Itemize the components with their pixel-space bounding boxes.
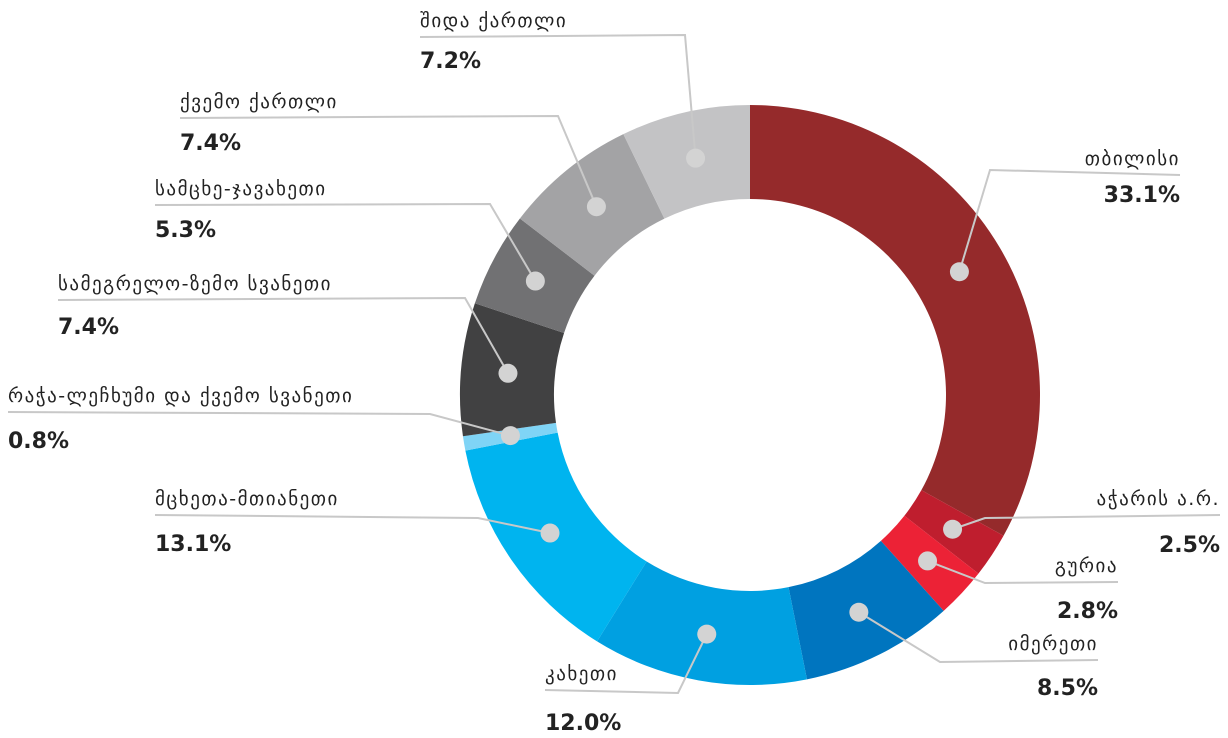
- slice-marker-2: [918, 551, 938, 571]
- slice-label-4: კახეთი: [545, 663, 618, 685]
- slice-label-9: ქვემო ქართლი: [180, 91, 338, 113]
- slice-value-10: 7.2%: [420, 49, 481, 74]
- slice-label-0: თბილისი: [1085, 148, 1180, 170]
- slices-layer: [460, 105, 1040, 685]
- slice-label-2: გურია: [1055, 555, 1118, 577]
- slice-marker-4: [697, 624, 717, 644]
- leader-line-6: [7, 411, 511, 437]
- slice-value-5: 13.1%: [155, 532, 231, 557]
- leader-line-2: [927, 559, 1119, 585]
- slice-value-2: 2.8%: [1057, 599, 1118, 624]
- slice-0: [750, 105, 1040, 536]
- slice-4: [597, 561, 807, 685]
- slice-marker-7: [498, 363, 518, 383]
- leader-line-9: [179, 114, 598, 208]
- leader-line-0: [958, 168, 1181, 273]
- leader-line-1: [952, 514, 1221, 531]
- slice-value-7: 7.4%: [58, 315, 119, 340]
- slice-marker-8: [525, 271, 545, 291]
- slice-value-8: 5.3%: [155, 218, 216, 243]
- leader-line-10: [419, 33, 697, 159]
- slice-marker-6: [500, 426, 520, 446]
- slice-label-1: აჭარის ა.რ.: [1097, 488, 1220, 510]
- slice-label-10: შიდა ქართლი: [420, 10, 567, 32]
- slice-value-1: 2.5%: [1159, 533, 1220, 558]
- slice-10: [623, 105, 750, 219]
- slice-value-3: 8.5%: [1037, 676, 1098, 701]
- leader-line-4: [544, 633, 708, 695]
- slice-value-4: 12.0%: [545, 711, 621, 736]
- labels-layer: თბილისი 33.1% აჭარის ა.რ. 2.5% გურია 2.8% იმერ…: [8, 10, 1220, 736]
- leader-line-3: [858, 611, 1099, 664]
- slice-label-3: იმერეთი: [1008, 633, 1098, 655]
- slice-marker-10: [686, 148, 706, 168]
- slice-value-0: 33.1%: [1104, 183, 1180, 208]
- leader-line-8: [154, 202, 537, 282]
- leaders-layer: [7, 33, 1221, 695]
- slice-marker-0: [949, 262, 969, 282]
- slice-label-6: რაჭა-ლეჩხუმი და ქვემო სვანეთი: [8, 385, 353, 407]
- slice-marker-9: [586, 197, 606, 217]
- leader-line-5: [154, 514, 551, 535]
- slice-label-8: სამცხე-ჯავახეთი: [155, 178, 327, 200]
- slice-value-6: 0.8%: [8, 429, 69, 454]
- slice-marker-1: [943, 519, 963, 539]
- slice-label-5: მცხეთა-მთიანეთი: [155, 488, 339, 510]
- slice-marker-3: [849, 602, 869, 622]
- slice-marker-5: [540, 523, 560, 543]
- slice-label-7: სამეგრელო-ზემო სვანეთი: [58, 273, 332, 295]
- slice-value-9: 7.4%: [180, 131, 241, 156]
- leader-line-7: [57, 296, 509, 374]
